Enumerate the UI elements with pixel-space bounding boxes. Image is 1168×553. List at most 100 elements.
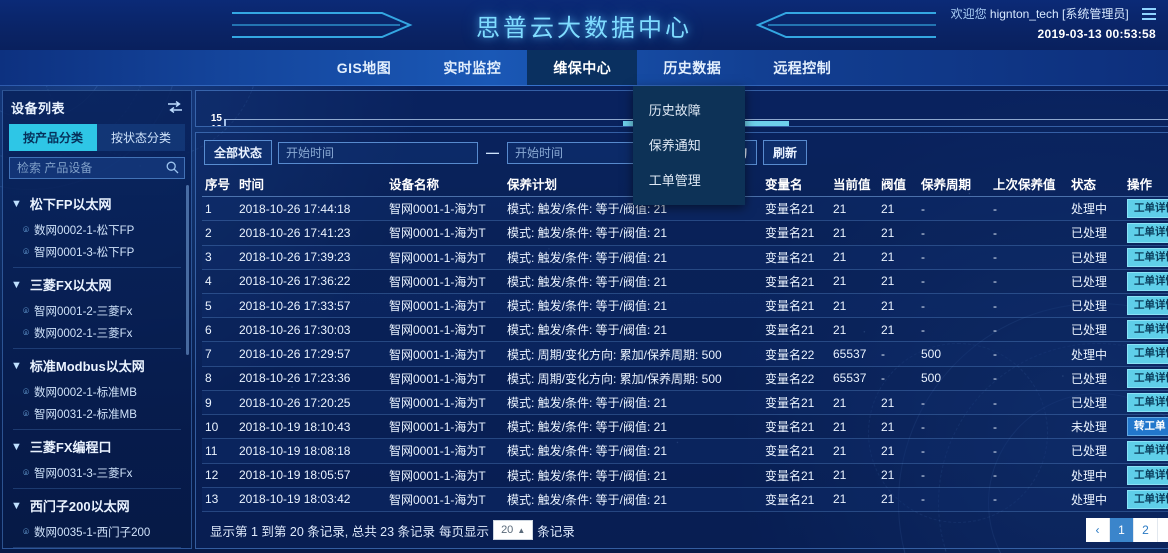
brand-left-decor-icon xyxy=(232,12,413,38)
workorder-detail-button[interactable]: 工单详情 xyxy=(1127,296,1168,316)
cell-device: 智网0001-1-海为T xyxy=(386,487,504,512)
body-layout: 设备列表 按产品分类 按状态分类 xyxy=(0,86,1168,553)
cell-last: - xyxy=(990,245,1068,270)
table-row[interactable]: 9 2018-10-26 17:20:25 智网0001-1-海为T 模式: 触发/条… xyxy=(202,390,1168,416)
table-row[interactable]: 2 2018-10-26 17:41:23 智网0001-1-海为T 模式: 触发/条… xyxy=(202,220,1168,246)
workorder-detail-button[interactable]: 工单详情 xyxy=(1127,441,1168,461)
device-group-0[interactable]: ▼ 松下FP以太网 xyxy=(3,187,191,219)
nav-item-realtime[interactable]: 实时监控 xyxy=(443,59,502,76)
cell-cur: 21 xyxy=(830,196,878,222)
dropdown-item-history-fault[interactable]: 历史故障 xyxy=(648,103,701,118)
caret-up-icon: ▲ xyxy=(517,525,526,535)
brand-right-decor-icon xyxy=(755,12,936,38)
device-node-icon: ⌾ xyxy=(23,467,29,479)
device-group-label: 西门子200以太网 xyxy=(29,499,130,514)
nav-item-remote[interactable]: 远程控制 xyxy=(773,59,832,76)
table-row[interactable]: 3 2018-10-26 17:39:23 智网0001-1-海为T 模式: 触发/条… xyxy=(202,245,1168,270)
cell-cur: 21 xyxy=(830,463,878,488)
device-group-1[interactable]: ▼ 三菱FX以太网 xyxy=(3,268,191,300)
device-node-icon: ⌾ xyxy=(23,305,29,317)
nav-item-gis[interactable]: GIS地图 xyxy=(336,59,392,76)
convert-workorder-button[interactable]: 转工单 xyxy=(1127,417,1168,437)
workorder-detail-button[interactable]: 工单详情 xyxy=(1127,465,1168,485)
search-input[interactable] xyxy=(10,158,184,178)
cell-last: - xyxy=(990,341,1068,367)
sidebar-scrollbar[interactable] xyxy=(186,185,189,355)
table-row[interactable]: 7 2018-10-26 17:29:57 智网0001-1-海为T 模式: 周期/变… xyxy=(202,341,1168,367)
device-item-0-0[interactable]: ⌾ 数网0002-1-松下FP xyxy=(3,219,191,241)
device-item-2-1[interactable]: ⌾ 智网0031-2-标准MB xyxy=(3,403,191,425)
table-row[interactable]: 11 2018-10-19 18:08:18 智网0001-1-海为T 模式: 触发/… xyxy=(202,438,1168,464)
workorder-detail-button[interactable]: 工单详情 xyxy=(1127,320,1168,340)
device-item-0-1[interactable]: ⌾ 智网0001-3-松下FP xyxy=(3,241,191,263)
device-item-2-0[interactable]: ⌾ 数网0002-1-标准MB xyxy=(3,381,191,403)
table-row[interactable]: 10 2018-10-19 18:10:43 智网0001-1-海为T 模式: 触发/… xyxy=(202,414,1168,440)
cell-status: 已处理 xyxy=(1068,293,1124,319)
workorder-detail-button[interactable]: 工单详情 xyxy=(1127,344,1168,364)
welcome-line: 欢迎您 hignton_tech [系统管理员] xyxy=(951,5,1156,25)
group-separator xyxy=(13,547,181,548)
table-row[interactable]: 8 2018-10-26 17:23:36 智网0001-1-海为T 模式: 周期/变… xyxy=(202,366,1168,391)
table-scroll-area: 序号 时间 设备名称 保养计划 变量名 当前值 阀值 保养周期 上次保养值 状态 操作 1 2018-… xyxy=(196,172,1168,512)
page-title: 思普云大数据中心 xyxy=(476,14,692,42)
workorder-detail-button[interactable]: 工单详情 xyxy=(1127,247,1168,267)
cell-plan: 模式: 触发/条件: 等于/阀值: 21 xyxy=(504,220,762,246)
sidebar-tab-by-status[interactable]: 按状态分类 xyxy=(97,124,185,151)
workorder-detail-button[interactable]: 工单详情 xyxy=(1127,489,1168,509)
nav-item-maintenance[interactable]: 维保中心 xyxy=(527,50,638,85)
page-button-1[interactable]: 1 xyxy=(1110,518,1134,542)
swap-arrows-icon[interactable] xyxy=(167,100,183,115)
page-button-next[interactable]: › xyxy=(1158,518,1168,542)
table-row[interactable]: 5 2018-10-26 17:33:57 智网0001-1-海为T 模式: 触发/条… xyxy=(202,293,1168,319)
device-item-label: 智网0031-2-标准MB xyxy=(34,409,137,421)
device-item-3-0[interactable]: ⌾ 智网0031-3-三菱Fx xyxy=(3,462,191,484)
start-time-field[interactable] xyxy=(278,141,479,164)
device-tree[interactable]: ▼ 松下FP以太网 ⌾ 数网0002-1-松下FP ⌾ 智网0001-3-松下FP ▼ 三菱F… xyxy=(3,185,191,549)
device-item-4-0[interactable]: ⌾ 数网0035-1-西门子200 xyxy=(3,521,191,543)
chevron-down-icon: ▼ xyxy=(11,197,22,210)
cell-time: 2018-10-26 17:30:03 xyxy=(236,317,386,343)
group-separator xyxy=(13,267,181,268)
device-item-1-1[interactable]: ⌾ 数网0002-1-三菱Fx xyxy=(3,322,191,344)
status-filter-button[interactable]: 全部状态 xyxy=(204,140,273,166)
cell-no: 4 xyxy=(202,269,236,295)
page-size-select[interactable]: 20 ▲ xyxy=(493,520,534,540)
refresh-button[interactable]: 刷新 xyxy=(763,140,808,166)
workorder-detail-button[interactable]: 工单详情 xyxy=(1127,392,1168,413)
cell-cur: 21 xyxy=(830,390,878,416)
sidebar-tab-by-product[interactable]: 按产品分类 xyxy=(9,124,97,151)
search-icon[interactable] xyxy=(166,161,179,179)
start-time-input[interactable] xyxy=(279,142,478,163)
table-row[interactable]: 12 2018-10-19 18:05:57 智网0001-1-海为T 模式: 触发/… xyxy=(202,463,1168,488)
device-group-4[interactable]: ▼ 西门子200以太网 xyxy=(3,489,191,521)
nav-item-history[interactable]: 历史数据 xyxy=(663,59,722,76)
dropdown-item-maintenance-notice[interactable]: 保养通知 xyxy=(648,138,701,153)
workorder-detail-button[interactable]: 工单详情 xyxy=(1127,271,1168,292)
column-header-9: 状态 xyxy=(1068,172,1124,198)
workorder-detail-button[interactable]: 工单详情 xyxy=(1127,368,1168,388)
device-group-5[interactable]: ▼西门子200编程口 xyxy=(3,548,191,549)
table-row[interactable]: 4 2018-10-26 17:36:22 智网0001-1-海为T 模式: 触发/条… xyxy=(202,269,1168,295)
device-item-label: 数网0002-1-标准MB xyxy=(34,387,137,399)
cell-cycle: - xyxy=(918,463,990,488)
cell-cur: 21 xyxy=(830,317,878,343)
device-item-1-0[interactable]: ⌾ 智网0001-2-三菱Fx xyxy=(3,300,191,322)
table-row[interactable]: 6 2018-10-26 17:30:03 智网0001-1-海为T 模式: 触发/条… xyxy=(202,317,1168,343)
cell-device: 智网0001-1-海为T xyxy=(386,438,504,464)
group-separator xyxy=(13,429,181,430)
table-row[interactable]: 13 2018-10-19 18:03:42 智网0001-1-海为T 模式: 触发/… xyxy=(202,487,1168,512)
cell-device: 智网0001-1-海为T xyxy=(386,341,504,367)
cell-plan: 模式: 触发/条件: 等于/阀值: 21 xyxy=(504,245,762,270)
workorder-detail-button[interactable]: 工单详情 xyxy=(1127,223,1168,243)
device-group-2[interactable]: ▼ 标准Modbus以太网 xyxy=(3,349,191,381)
page-button-prev[interactable]: ‹ xyxy=(1086,518,1110,542)
page-button-2[interactable]: 2 xyxy=(1134,518,1158,542)
cell-status: 已处理 xyxy=(1068,220,1124,246)
dropdown-item-workorder[interactable]: 工单管理 xyxy=(648,173,701,188)
hamburger-icon[interactable] xyxy=(1142,7,1156,25)
device-group-label: 三菱FX以太网 xyxy=(29,278,112,293)
workorder-detail-button[interactable]: 工单详情 xyxy=(1127,199,1168,219)
device-group-3[interactable]: ▼ 三菱FX编程口 xyxy=(3,430,191,462)
cell-cur: 65537 xyxy=(830,341,878,367)
device-node-icon: ⌾ xyxy=(23,224,29,236)
